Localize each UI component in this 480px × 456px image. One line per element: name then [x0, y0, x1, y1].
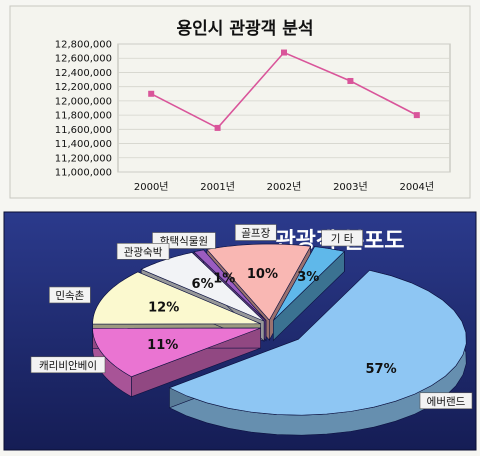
y-tick-label: 12,800,000 — [55, 40, 112, 51]
y-tick-labels: 11,000,000 11,200,000 11,400,000 11,600,000… — [55, 40, 112, 179]
slice-category-label: 기 타 — [321, 229, 363, 247]
data-point — [148, 90, 155, 97]
slice-percent-label: 10% — [247, 267, 278, 282]
x-tick-labels: 2000년 2001년 2002년 2003년 2004년 — [134, 181, 434, 193]
data-point — [347, 77, 354, 84]
slice-percent-label: 1% — [213, 271, 235, 286]
y-tick-label: 11,400,000 — [55, 139, 112, 150]
pie-slices — [92, 243, 467, 436]
svg-text:기 타: 기 타 — [331, 233, 354, 245]
y-tick-label: 11,800,000 — [55, 111, 112, 122]
slice-category-label: 골프장 — [234, 224, 277, 241]
slice-percent-label: 6% — [192, 277, 214, 292]
gridlines — [118, 43, 450, 173]
slice-category-label: 캐리비안베이 — [30, 356, 106, 374]
x-tick-label: 2004년 — [399, 181, 434, 193]
pie-slice — [273, 245, 345, 342]
slice-percent-label: 3% — [297, 270, 319, 285]
svg-text:민속촌: 민속촌 — [55, 290, 84, 302]
pie-slice — [168, 269, 467, 436]
slice-category-label: 민속촌 — [49, 286, 91, 304]
x-tick-label: 2000년 — [134, 181, 169, 193]
y-tick-label: 12,200,000 — [55, 82, 112, 93]
y-tick-label: 12,400,000 — [55, 68, 112, 79]
svg-text:에버랜드: 에버랜드 — [427, 396, 466, 408]
y-tick-label: 11,600,000 — [55, 125, 112, 136]
y-tick-label: 12,600,000 — [55, 54, 112, 65]
slice-category-label: 관광숙박 — [116, 243, 170, 260]
slice-percent-label: 57% — [365, 362, 396, 377]
y-tick-label: 11,200,000 — [55, 153, 112, 164]
slice-percent-label: 12% — [148, 301, 179, 316]
slice-percent-label: 11% — [147, 338, 178, 353]
pie-slice — [92, 327, 261, 398]
pie-labels: 10% 골프장 3% 기 타 1% 한택식물원 6% 관광숙박 12% 민속촌 11% 캐리비안베이 5… — [30, 224, 473, 410]
series-points — [148, 49, 420, 131]
line-chart: 용인시 관광객 분석 11,000,000 11,200,000 11,400,00… — [9, 5, 471, 199]
slice-category-label: 에버랜드 — [419, 392, 473, 410]
svg-text:관광숙박: 관광숙박 — [124, 246, 163, 258]
y-tick-label: 11,000,000 — [55, 168, 112, 179]
svg-text:한택식물원: 한택식물원 — [160, 236, 208, 248]
x-tick-label: 2003년 — [333, 181, 368, 193]
svg-text:골프장: 골프장 — [241, 227, 270, 239]
slice-category-label: 한택식물원 — [152, 232, 216, 249]
svg-text:캐리비안베이: 캐리비안베이 — [39, 360, 97, 372]
line-chart-title: 용인시 관광객 분석 — [177, 19, 314, 39]
data-point — [281, 49, 287, 56]
data-point — [214, 124, 221, 131]
x-tick-label: 2002년 — [267, 181, 302, 193]
data-point — [413, 112, 420, 119]
x-tick-label: 2001년 — [200, 181, 235, 193]
y-tick-label: 12,000,000 — [55, 96, 112, 107]
